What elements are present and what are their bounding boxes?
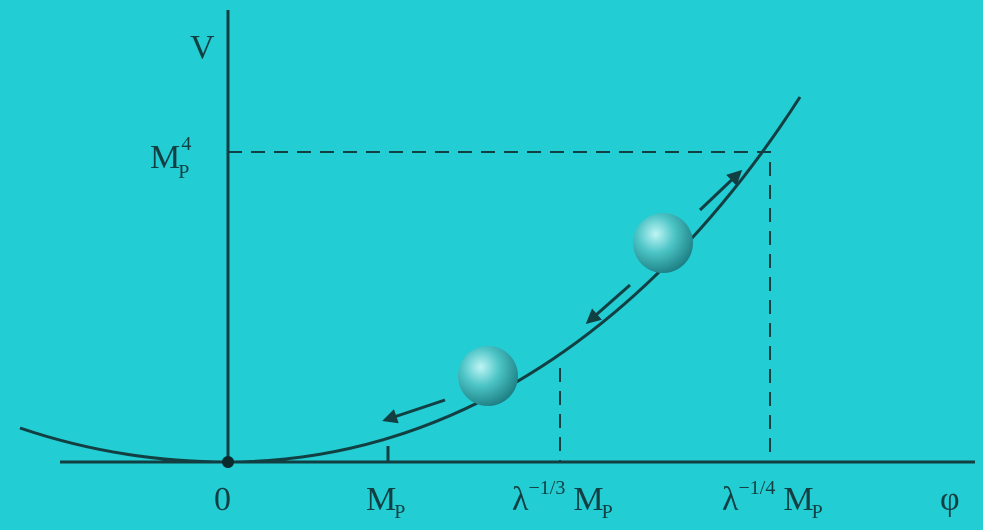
page: V φ MP4 0 MP λ−1/3MP λ−1/4MP (() => { co…: [0, 0, 983, 530]
subscript: P: [394, 501, 405, 523]
base: M: [573, 481, 603, 518]
diagram: V φ MP4 0 MP λ−1/3MP λ−1/4MP: [0, 0, 983, 530]
base: M: [783, 481, 813, 518]
subscript: P: [602, 501, 613, 523]
base: M: [366, 481, 396, 518]
y-axis-label: V: [190, 29, 215, 66]
base: M: [150, 139, 180, 176]
origin-point: [222, 456, 234, 468]
superscript: −1/3: [529, 477, 566, 499]
x-axis-label: φ: [940, 481, 960, 518]
subscript: P: [812, 501, 823, 523]
superscript: −1/4: [739, 477, 776, 499]
prefix: λ: [722, 481, 739, 518]
subscript: P: [178, 161, 189, 183]
background: [0, 0, 983, 530]
x-mark: 0: [214, 481, 231, 518]
prefix: λ: [512, 481, 529, 518]
superscript: 4: [181, 133, 191, 155]
ball: [633, 213, 693, 273]
ball: [458, 346, 518, 406]
